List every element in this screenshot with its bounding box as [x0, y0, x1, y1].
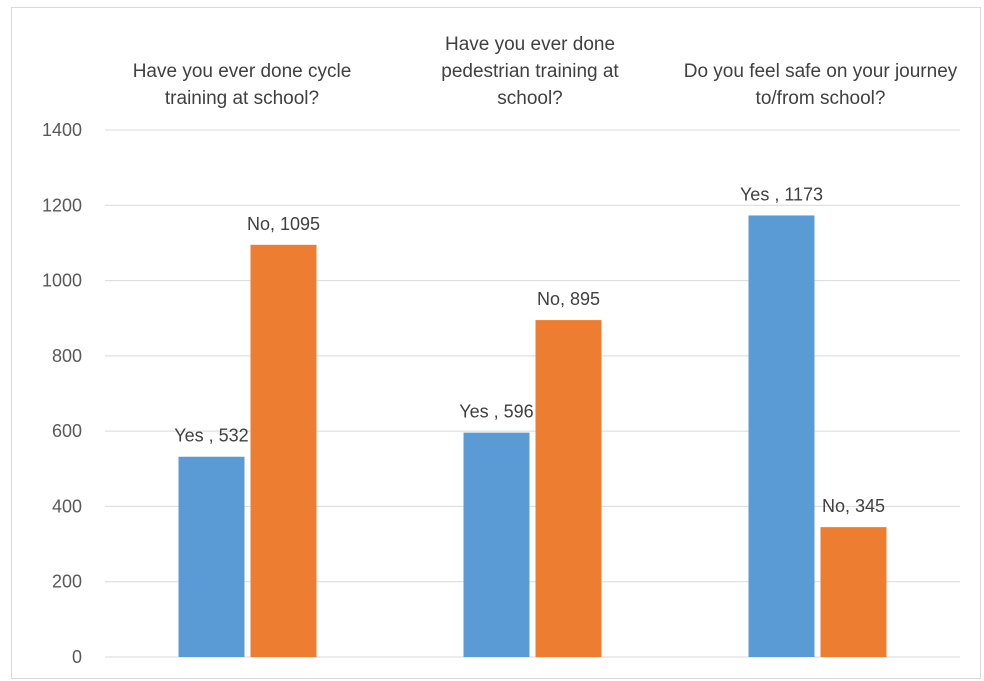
- category-label-safe-journey: Do you feel safe on your journey to/from…: [683, 61, 958, 109]
- y-tick-label-1000: 1000: [42, 271, 82, 291]
- data-label-series0-cat1: Yes , 596: [459, 402, 533, 422]
- bar-series1-cat0: [250, 244, 317, 657]
- data-label-series1-cat1: No, 895: [537, 289, 600, 309]
- data-label-series0-cat2: Yes , 1173: [740, 184, 823, 204]
- bar-series1-cat1: [535, 320, 602, 657]
- category-label-pedestrian: Have you ever done pedestrian training a…: [441, 34, 619, 109]
- y-tick-label-200: 200: [52, 572, 82, 592]
- bar-series0-cat0: [178, 456, 245, 657]
- bar-series1-cat2: [820, 527, 887, 657]
- y-tick-label-1400: 1400: [42, 120, 82, 140]
- y-tick-label-600: 600: [52, 421, 82, 441]
- bar-series0-cat1: [463, 432, 530, 657]
- data-label-series1-cat2: No, 345: [822, 496, 885, 516]
- chart-frame: [11, 7, 981, 679]
- y-tick-label-0: 0: [72, 647, 82, 667]
- y-tick-label-800: 800: [52, 346, 82, 366]
- bar-series0-cat2: [748, 215, 815, 657]
- data-label-series1-cat0: No, 1095: [247, 214, 320, 234]
- category-label-cycle: Have you ever done cycle training at sch…: [132, 61, 352, 109]
- data-label-series0-cat0: Yes , 532: [174, 426, 248, 446]
- y-tick-label-400: 400: [52, 496, 82, 516]
- y-tick-label-1200: 1200: [42, 195, 82, 215]
